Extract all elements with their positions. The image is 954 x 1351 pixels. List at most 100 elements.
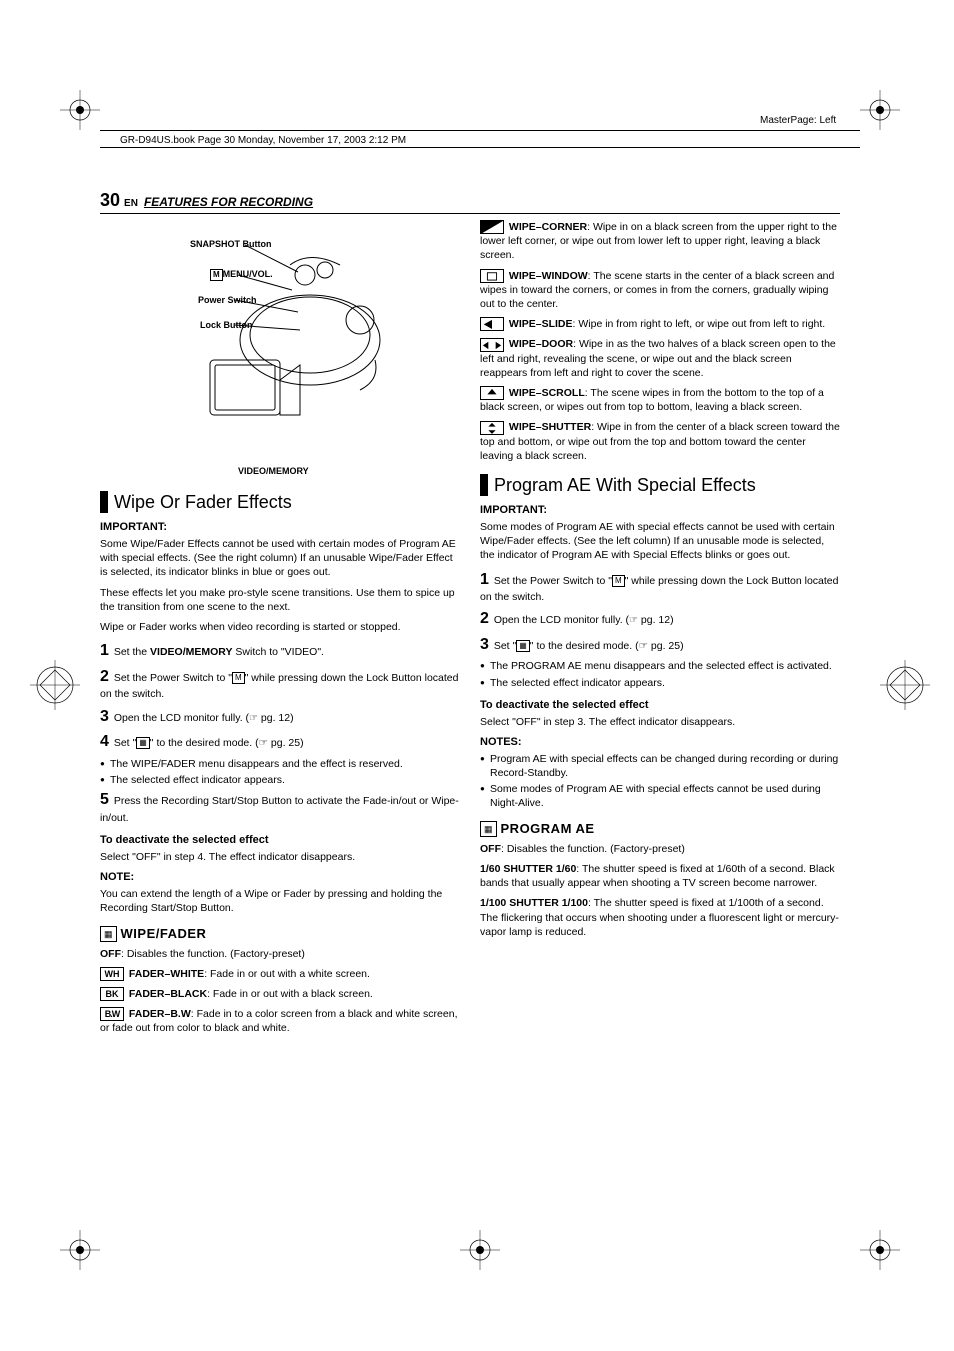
r-step-3-bullets: The PROGRAM AE menu disappears and the s…	[480, 659, 840, 689]
effect-name: FADER–WHITE	[129, 968, 204, 980]
shutter-100-lbl: 1/100	[480, 897, 506, 909]
effect-desc: : Wipe in from right to left, or wipe ou…	[573, 318, 826, 330]
r-step-1-pre: Set the Power Switch to "	[494, 575, 612, 587]
off-rest: : Disables the function. (Factory-preset…	[121, 948, 305, 960]
note-body: You can extend the length of a Wipe or F…	[100, 887, 460, 915]
label-video: VIDEO/MEMORY	[238, 465, 309, 477]
reg-mark-tl	[60, 90, 100, 130]
step-2-icon: M	[232, 672, 245, 684]
r-step-1: 1 Set the Power Switch to "M" while pres…	[480, 569, 840, 605]
notes-title: NOTES:	[480, 735, 840, 750]
step-2-pre: Set the Power Switch to "	[114, 672, 232, 684]
intro-2: Wipe or Fader works when video recording…	[100, 620, 460, 634]
wipe-slide-icon	[480, 317, 504, 331]
wipe-scroll-icon	[480, 386, 504, 400]
bullet-item: The selected effect indicator appears.	[480, 676, 840, 690]
effect-wipe-slide: WIPE–SLIDE: Wipe in from right to left, …	[480, 317, 840, 331]
label-snapshot: SNAPSHOT Button	[190, 238, 272, 250]
step-1-pre: Set the	[114, 646, 150, 658]
r-step-3-pre: Set "	[494, 640, 516, 652]
effect-wipe-door: WIPE–DOOR: Wipe in as the two halves of …	[480, 337, 840, 380]
step-1-bold: VIDEO/MEMORY	[150, 646, 232, 658]
step-1: 1 Set the VIDEO/MEMORY Switch to "VIDEO"…	[100, 640, 460, 662]
fader-white-icon: WH	[100, 967, 124, 981]
notes-bullets: Program AE with special effects can be c…	[480, 752, 840, 811]
off-line: OFF: Disables the function. (Factory-pre…	[100, 947, 460, 961]
intro-1: These effects let you make pro-style sce…	[100, 586, 460, 614]
effect-name: WIPE–CORNER	[509, 221, 587, 233]
r-off-rest: : Disables the function. (Factory-preset…	[501, 843, 685, 855]
program-ae-heading-text: PROGRAM AE	[501, 820, 595, 838]
master-page-label: MasterPage: Left	[760, 115, 934, 126]
crop-line-top	[100, 130, 860, 131]
effect-name: WIPE–SLIDE	[509, 318, 573, 330]
label-menu-text: MENU/VOL.	[223, 269, 273, 279]
section-title: FEATURES FOR RECORDING	[144, 195, 313, 209]
shutter-60-lbl: 1/60	[480, 863, 500, 875]
effect-desc: : Fade in or out with a black screen.	[207, 988, 373, 1000]
effect-name: WIPE–SCROLL	[509, 387, 585, 399]
step-3-post: pg. 12)	[258, 712, 294, 724]
important-body-r: Some modes of Program AE with special ef…	[480, 520, 840, 563]
r-deactivate-title: To deactivate the selected effect	[480, 698, 840, 713]
step-3: 3 Open the LCD monitor fully. (☞ pg. 12)	[100, 706, 460, 728]
step-5-num: 5	[100, 791, 109, 808]
bullet-item: The WIPE/FADER menu disappears and the e…	[100, 757, 460, 771]
step-5: 5 Press the Recording Start/Stop Button …	[100, 789, 460, 825]
effect-fader-bw: B.W FADER–B.W: Fade in to a color screen…	[100, 1007, 460, 1035]
wipe-fader-heading-text: WIPE/FADER	[121, 925, 207, 943]
wipe-door-icon	[480, 338, 504, 352]
heading-wipe-fader: Wipe Or Fader Effects	[100, 490, 460, 514]
r-step-1-icon: M	[612, 575, 625, 587]
effect-name: WIPE–WINDOW	[509, 270, 588, 282]
label-power: Power Switch	[198, 294, 257, 306]
bullet-item: Some modes of Program AE with special ef…	[480, 782, 840, 810]
r-step-2-pre: Open the LCD monitor fully. (	[494, 614, 629, 626]
step-1-post: Switch to "VIDEO".	[232, 646, 323, 658]
step-4: 4 Set "▦" to the desired mode. (☞ pg. 25…	[100, 731, 460, 753]
shutter-60: 1/60 SHUTTER 1/60: The shutter speed is …	[480, 862, 840, 890]
r-step-2-post: pg. 12)	[638, 614, 674, 626]
side-mark-right	[880, 660, 930, 710]
important-label: IMPORTANT:	[100, 520, 460, 535]
step-4-bullets: The WIPE/FADER menu disappears and the e…	[100, 757, 460, 787]
camera-diagram: SNAPSHOT Button MMENU/VOL. Power Switch …	[150, 220, 410, 480]
heading-program-ae-text: Program AE With Special Effects	[494, 473, 756, 497]
r-step-3-num: 3	[480, 636, 489, 653]
deactivate-body: Select "OFF" in step 4. The effect indic…	[100, 850, 460, 864]
step-2: 2 Set the Power Switch to "M" while pres…	[100, 666, 460, 702]
r-off-bold: OFF	[480, 843, 501, 855]
wipe-corner-icon	[480, 220, 504, 234]
important-label-r: IMPORTANT:	[480, 503, 840, 518]
deactivate-title: To deactivate the selected effect	[100, 833, 460, 848]
step-3-pre: Open the LCD monitor fully. (	[114, 712, 249, 724]
effect-desc: : Fade in or out with a white screen.	[204, 968, 370, 980]
reg-mark-bc	[460, 1230, 500, 1270]
heading-program-ae: Program AE With Special Effects	[480, 473, 840, 497]
heading-wipe-fader-text: Wipe Or Fader Effects	[114, 490, 292, 514]
r-off-line: OFF: Disables the function. (Factory-pre…	[480, 842, 840, 856]
effect-wipe-scroll: WIPE–SCROLL: The scene wipes in from the…	[480, 386, 840, 414]
effect-name: FADER–BLACK	[129, 988, 207, 1000]
page-title-row: 30 EN FEATURES FOR RECORDING	[100, 190, 840, 214]
shutter-100-name: SHUTTER 1/100	[509, 897, 588, 909]
bullet-item: The PROGRAM AE menu disappears and the s…	[480, 659, 840, 673]
reg-mark-br	[860, 1230, 900, 1270]
effect-name: WIPE–DOOR	[509, 338, 573, 350]
fader-black-icon: BK	[100, 987, 124, 1001]
r-step-2-pointer: ☞	[629, 615, 638, 626]
right-column: WIPE–CORNER: Wipe in on a black screen f…	[480, 220, 840, 1042]
r-deactivate-body: Select "OFF" in step 3. The effect indic…	[480, 715, 840, 729]
step-4-num: 4	[100, 733, 109, 750]
note-title: NOTE:	[100, 870, 460, 885]
step-1-num: 1	[100, 642, 109, 659]
en-label: EN	[124, 198, 138, 209]
r-step-2-num: 2	[480, 610, 489, 627]
m-icon: M	[210, 269, 223, 281]
effect-wipe-window: WIPE–WINDOW: The scene starts in the cen…	[480, 269, 840, 312]
crop-line-top2	[100, 147, 860, 148]
off-bold: OFF	[100, 948, 121, 960]
bullet-item: The selected effect indicator appears.	[100, 773, 460, 787]
step-3-num: 3	[100, 708, 109, 725]
effect-fader-white: WH FADER–WHITE: Fade in or out with a wh…	[100, 967, 460, 981]
